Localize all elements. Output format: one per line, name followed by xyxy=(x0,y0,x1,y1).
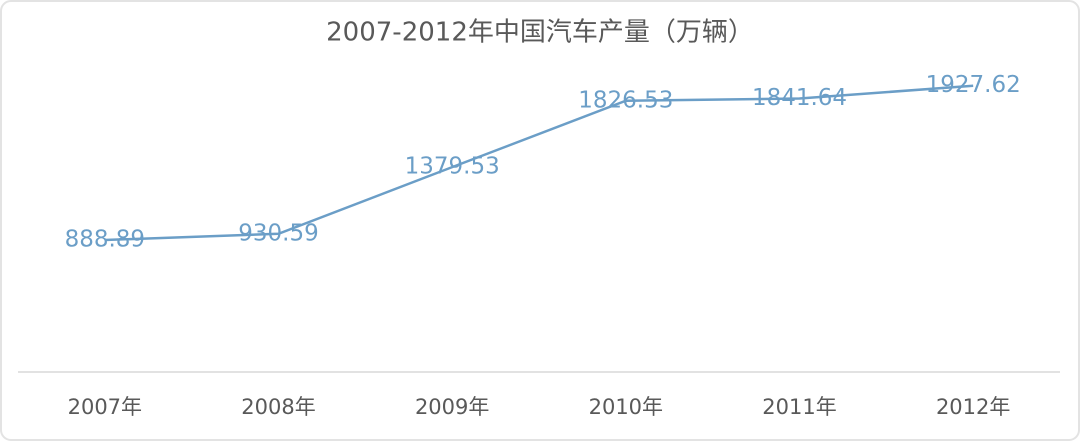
x-tick-label: 2007年 xyxy=(68,395,142,419)
chart-title: 2007-2012年中国汽车产量（万辆） xyxy=(326,18,754,48)
data-label: 1841.64 xyxy=(752,85,847,111)
data-label: 1826.53 xyxy=(578,87,673,113)
data-label: 888.89 xyxy=(65,226,145,252)
x-tick-label: 2008年 xyxy=(241,395,315,419)
x-tick-label: 2012年 xyxy=(936,395,1010,419)
data-label: 1379.53 xyxy=(405,154,500,180)
x-tick-label: 2009年 xyxy=(415,395,489,419)
data-line xyxy=(104,84,974,242)
x-tick-label: 2010年 xyxy=(589,395,663,419)
data-label: 1927.62 xyxy=(926,72,1021,98)
x-tick-label: 2011年 xyxy=(762,395,836,419)
data-label: 930.59 xyxy=(238,220,318,246)
